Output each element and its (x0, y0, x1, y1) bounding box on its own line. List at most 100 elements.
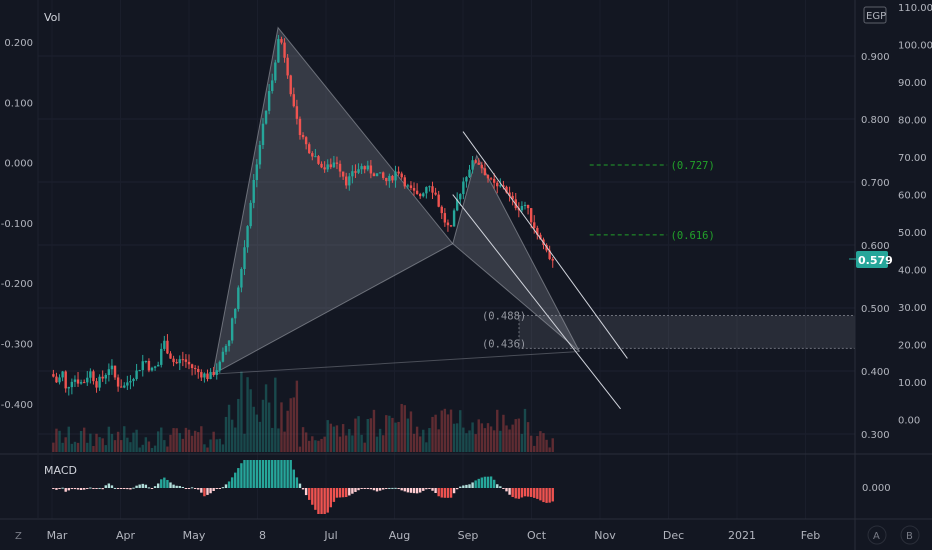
volume-bar (422, 429, 425, 452)
fib-level-label[interactable]: (0.616) (671, 230, 715, 242)
candle-body (224, 345, 228, 352)
outer-tick-label[interactable]: 60.00 (898, 191, 927, 202)
volume-bar (298, 446, 302, 452)
log-scale-button[interactable]: B (906, 531, 913, 542)
outer-tick-label[interactable]: 30.00 (898, 303, 927, 314)
candle-body (73, 379, 77, 382)
time-axis-labels[interactable]: Mar Apr May 8 Jul Aug Sep Oct Nov Dec 2021 Feb (47, 529, 821, 542)
time-tick-label[interactable]: Mar (47, 529, 68, 542)
outer-axis-labels[interactable]: 110.00 100.00 90.00 80.00 70.00 60.00 50.00 40.… (898, 3, 932, 427)
outer-tick-label[interactable]: 10.00 (898, 378, 927, 389)
outer-tick-label[interactable]: 100.00 (898, 41, 932, 52)
harmonic-pattern[interactable] (212, 26, 580, 376)
price-tick-label[interactable]: 0.300 (861, 430, 890, 441)
time-tick-label[interactable]: 8 (259, 529, 266, 542)
candle-body (400, 173, 403, 178)
macd-pane-title[interactable]: MACD (44, 464, 77, 477)
candle-body (425, 187, 428, 194)
outer-tick-label[interactable]: 20.00 (898, 341, 927, 352)
time-tick-label[interactable]: Apr (116, 529, 136, 542)
outer-tick-label[interactable]: 90.00 (898, 78, 927, 89)
outer-tick-label[interactable]: 50.00 (898, 228, 927, 239)
candle-body (394, 171, 397, 181)
volume-bar (459, 410, 462, 452)
volume-bar (172, 428, 175, 452)
auto-scale-button-ring[interactable] (867, 525, 887, 545)
volume-bar (187, 429, 191, 452)
outer-tick-label[interactable]: 110.00 (898, 3, 932, 14)
candle-body (147, 360, 151, 371)
candle-body (446, 222, 450, 226)
price-tick-label[interactable]: 0.500 (861, 304, 890, 315)
candle-body (129, 381, 132, 383)
scroll-to-start-button[interactable]: Z (15, 531, 22, 542)
macd-bar (261, 460, 265, 488)
pattern-triangle-bcd[interactable] (452, 154, 580, 352)
macd-bar (258, 460, 262, 488)
candle-body (249, 202, 252, 227)
time-tick-label[interactable]: Nov (594, 529, 616, 542)
price-tick-label[interactable]: 0.600 (861, 241, 890, 252)
currency-badge-box[interactable] (863, 6, 887, 24)
channel-lines[interactable] (452, 131, 628, 410)
volume-bar (317, 440, 320, 452)
macd-bar (317, 488, 320, 514)
macd-bar (363, 488, 366, 489)
time-tick-label[interactable]: Sep (458, 529, 479, 542)
time-tick-label[interactable]: Dec (663, 529, 684, 542)
channel-line[interactable] (462, 131, 628, 359)
candle-body (61, 371, 64, 378)
fib-levels[interactable]: (0.727) (0.616) (589, 160, 715, 242)
macd-bar (58, 488, 61, 489)
price-tick-label[interactable]: 0.400 (861, 367, 890, 378)
macd-bar (123, 488, 126, 489)
volume-bar (98, 437, 101, 452)
macd-bar (203, 488, 206, 497)
volume-pane-title[interactable]: Vol (44, 11, 60, 24)
volume-tick-label: -0.200 (1, 279, 33, 290)
macd-bar (489, 476, 493, 488)
outer-tick-label[interactable]: 70.00 (898, 153, 927, 164)
volume-bar (271, 427, 274, 452)
outer-tick-label[interactable]: 80.00 (898, 116, 927, 127)
time-tick-label[interactable]: May (183, 529, 206, 542)
macd-bar (138, 484, 141, 488)
time-tick-label[interactable]: 2021 (728, 529, 756, 542)
outer-tick-label[interactable]: 40.00 (898, 266, 927, 277)
time-tick-label[interactable]: Jul (323, 529, 337, 542)
pattern-triangle-xab[interactable] (212, 26, 454, 376)
auto-scale-button[interactable]: A (873, 531, 880, 542)
macd-bar (496, 484, 499, 488)
price-tick-label[interactable]: 0.700 (861, 178, 890, 189)
candle-body (58, 377, 61, 383)
time-tick-label[interactable]: Aug (389, 529, 410, 542)
candle-body (156, 364, 160, 367)
candle-body (551, 259, 554, 261)
volume-bar (295, 380, 299, 452)
volume-bar (357, 416, 360, 452)
time-tick-label[interactable]: Oct (527, 529, 547, 542)
macd-bar (110, 485, 114, 488)
currency-badge[interactable]: EGP (866, 11, 886, 22)
channel-line[interactable] (452, 194, 621, 410)
candle-body (230, 318, 234, 341)
candle-body (381, 172, 385, 178)
volume-bar (178, 433, 181, 452)
candle-body (440, 206, 443, 214)
pattern-xd-line[interactable] (212, 350, 580, 375)
price-axis-labels[interactable]: 0.900 0.800 0.700 0.600 0.500 0.400 0.300 (861, 52, 890, 441)
candle-body (311, 153, 314, 157)
time-tick-label[interactable]: Feb (801, 529, 820, 542)
volume-bar (129, 442, 132, 452)
price-tick-label[interactable]: 0.900 (861, 52, 890, 63)
volume-bar (209, 439, 212, 452)
outer-tick-label[interactable]: 0.00 (898, 416, 920, 427)
fib-level-label[interactable]: (0.727) (671, 160, 715, 172)
log-scale-button-ring[interactable] (900, 525, 920, 545)
candle-body (277, 39, 280, 63)
volume-bar (132, 432, 135, 452)
candle-body (181, 359, 185, 361)
price-tick-label[interactable]: 0.800 (861, 115, 890, 126)
